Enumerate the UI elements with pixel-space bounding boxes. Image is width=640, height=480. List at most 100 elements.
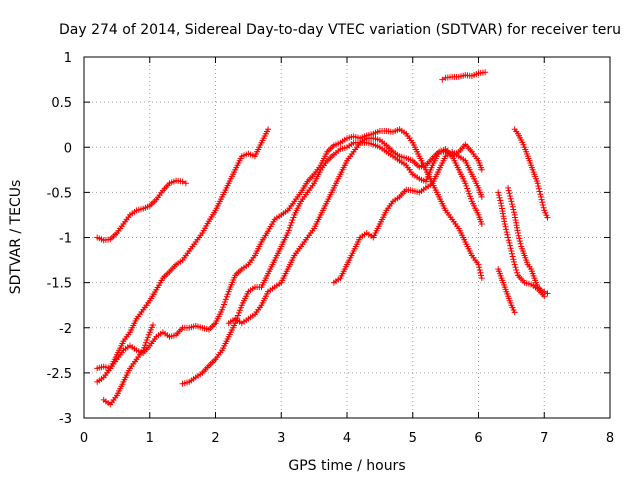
data-point [290,214,297,221]
data-point [536,185,542,192]
data-point [478,272,485,279]
data-point [512,264,519,271]
data-point [221,299,228,305]
y-tick-label: -3 [59,412,72,427]
series-arc-f [225,135,485,327]
data-point [544,214,551,221]
data-point [537,191,544,198]
data-point [467,193,473,200]
y-axis-tick-labels: -3 -2.5 -2 -1.5 -1 -0.5 0 0.5 1 [47,51,72,427]
series-arc-g [330,148,485,286]
data-point [219,306,226,313]
data-point [541,288,548,295]
data-point [535,183,542,190]
y-tick-label: -2.5 [47,367,72,382]
data-point [235,312,241,319]
x-tick-label: 7 [540,431,548,446]
series-layer [94,69,551,408]
data-point [237,304,244,311]
data-point [220,304,226,311]
data-point [516,238,523,245]
data-point [507,193,514,199]
data-point [504,231,511,238]
y-tick-label: -0.5 [47,186,72,201]
x-tick-label: 1 [146,431,154,446]
y-tick-label: 0 [64,141,72,156]
data-point [540,204,547,211]
data-point [476,267,483,273]
data-point [478,166,485,173]
data-point [511,209,517,216]
data-point [287,222,294,229]
data-point [224,291,231,298]
data-point [538,196,545,203]
data-point [496,194,503,201]
data-point [465,188,472,195]
data-point [536,188,543,195]
data-point [505,237,512,244]
data-point [497,200,504,207]
data-point [476,264,483,271]
data-point [463,182,470,189]
data-point [143,337,150,343]
data-point [506,239,513,246]
data-point [539,202,546,208]
y-tick-label: 0.5 [51,96,72,111]
x-tick-label: 5 [409,431,417,446]
data-point [482,69,489,76]
data-point [265,126,272,133]
data-point [464,185,471,192]
chart-title: Day 274 of 2014, Sidereal Day-to-day VTE… [59,22,621,38]
data-point [515,232,522,239]
data-point [508,248,515,254]
data-point [511,258,517,265]
data-point [507,242,514,249]
data-point [507,195,514,202]
data-point [539,199,546,206]
data-point [511,261,518,268]
data-point [502,223,509,230]
data-point [503,226,510,233]
y-tick-label: -2 [59,322,72,337]
data-point [236,309,242,316]
axis-ticks [83,56,611,419]
series-arc-e [179,139,485,387]
series-arc-a [94,177,189,244]
data-point [544,290,551,297]
data-point [503,229,510,236]
x-axis-tick-labels: 0 1 2 3 4 5 6 7 8 [80,431,614,446]
data-point [513,267,520,273]
data-point [478,221,485,227]
data-point [509,250,515,257]
data-point [501,221,508,227]
y-tick-label: -1 [59,232,72,247]
data-point [285,227,292,234]
data-point [497,197,504,204]
data-point [468,195,474,202]
data-point [510,256,517,263]
data-point [517,240,524,247]
y-tick-label: -1.5 [47,277,72,292]
data-point [516,235,523,242]
data-point [509,201,515,208]
data-point [289,217,296,224]
x-tick-label: 2 [211,431,219,446]
data-point [515,230,521,236]
x-tick-label: 6 [474,431,482,446]
y-axis-label: SDTVAR / TECUs [8,180,24,295]
y-tick-label: 1 [64,51,72,66]
data-point [140,347,147,354]
series-arc-b [94,126,272,385]
data-point [508,198,515,205]
data-point [478,275,485,282]
series-line [97,180,187,241]
data-point [507,245,514,252]
data-point [509,203,516,210]
grid [84,57,610,418]
data-point [534,180,541,187]
series-arc-d [100,322,156,408]
data-point [506,190,513,197]
data-point [439,76,446,83]
series-arc-k [505,184,551,297]
